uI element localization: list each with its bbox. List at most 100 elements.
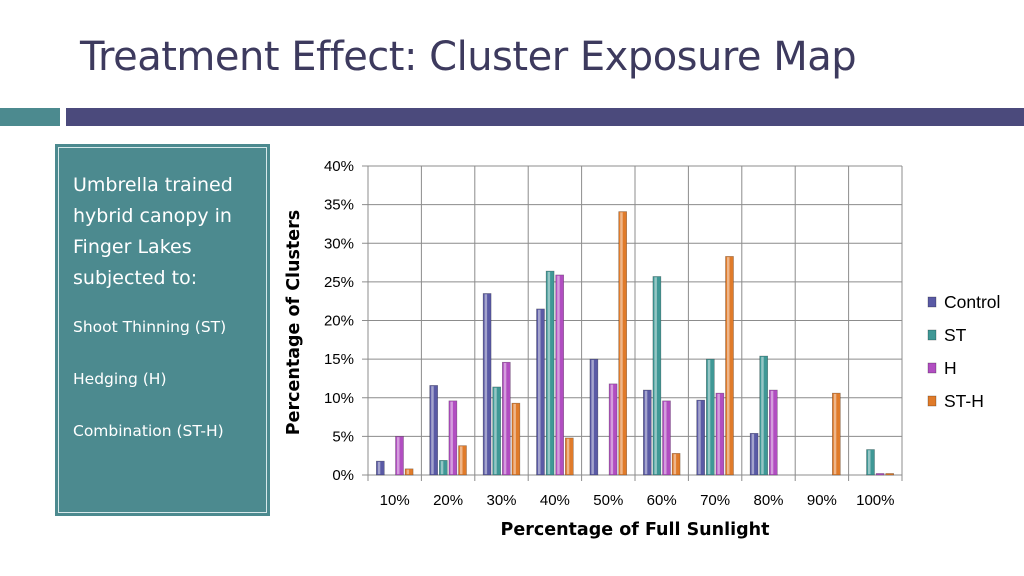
- bar-control-5: [642, 389, 652, 476]
- y-tick-label: 25%: [324, 274, 354, 291]
- bar-st-7: [759, 355, 769, 476]
- legend-swatch-st: [927, 329, 937, 341]
- y-tick-label: 0%: [332, 467, 354, 484]
- bar-highlight: [513, 403, 516, 475]
- bar-highlight: [868, 450, 871, 475]
- y-tick-label: 20%: [324, 313, 354, 330]
- bar-st-h-5: [671, 453, 681, 476]
- bar-st-1: [438, 460, 448, 476]
- bar-highlight: [484, 294, 488, 475]
- bar-st-h-6: [725, 256, 734, 476]
- y-tick-label: 5%: [332, 428, 354, 445]
- bar-st-5: [652, 276, 662, 476]
- treatment-item-hedging: Hedging (H): [73, 370, 167, 388]
- bar-highlight: [377, 461, 381, 475]
- bar-st-h-8: [831, 392, 841, 476]
- description-intro: Umbrella trained hybrid canopy in Finger…: [73, 174, 233, 289]
- bar-highlight: [547, 271, 551, 475]
- bar-h-7: [768, 389, 778, 476]
- bar-control-2: [482, 293, 492, 476]
- header-accent-bar-teal: [0, 108, 60, 126]
- header-accent-bar-purple: [66, 108, 1024, 126]
- slide-title: Treatment Effect: Cluster Exposure Map: [80, 34, 857, 80]
- x-tick-label: 60%: [647, 492, 677, 509]
- bar-control-0: [375, 460, 385, 476]
- legend-label-st-h: ST-H: [944, 391, 984, 411]
- bar-st-h-1: [458, 445, 467, 476]
- bar-control-4: [589, 358, 599, 476]
- y-axis-title: Percentage of Clusters: [284, 210, 304, 435]
- bar-highlight: [450, 401, 453, 475]
- bar-highlight: [698, 400, 701, 475]
- bar-control-6: [696, 399, 706, 476]
- x-axis-title: Percentage of Full Sunlight: [501, 520, 770, 540]
- bar-highlight: [610, 384, 614, 475]
- x-tick-label: 90%: [807, 492, 837, 509]
- y-tick-label: 40%: [324, 158, 354, 175]
- legend-label-control: Control: [944, 292, 1000, 312]
- bar-highlight: [673, 454, 677, 475]
- bar-h-4: [608, 383, 618, 476]
- bar-highlight: [431, 386, 434, 475]
- treatment-item-shoot-thinning: Shoot Thinning (ST): [73, 318, 227, 336]
- bar-highlight: [644, 390, 648, 475]
- x-tick-label: 50%: [593, 492, 623, 509]
- bar-highlight: [406, 469, 410, 475]
- bar-st-6: [705, 358, 715, 476]
- x-tick-label: 80%: [753, 492, 783, 509]
- bar-control-7: [749, 432, 759, 476]
- bar-highlight: [566, 438, 570, 475]
- bar-st-9: [866, 449, 875, 476]
- x-tick-label: 30%: [486, 492, 516, 509]
- bar-highlight: [440, 461, 444, 475]
- bar-st-2: [492, 386, 502, 476]
- x-tick-label: 40%: [540, 492, 570, 509]
- legend-swatch-control: [927, 296, 937, 308]
- legend-swatch-h: [927, 362, 937, 374]
- bar-highlight: [751, 434, 755, 475]
- bar-highlight: [707, 359, 711, 475]
- bar-st-h-9: [885, 473, 895, 476]
- x-tick-label: 70%: [700, 492, 730, 509]
- treatment-item-combination: Combination (ST-H): [73, 422, 224, 440]
- bar-highlight: [620, 212, 623, 475]
- y-tick-label: 10%: [324, 390, 354, 407]
- bar-h-2: [501, 361, 511, 476]
- bar-st-h-0: [404, 468, 414, 476]
- bar-highlight: [761, 356, 764, 475]
- bar-h-3: [555, 274, 565, 476]
- legend-swatch-st-h: [927, 395, 937, 407]
- y-tick-label: 15%: [324, 351, 354, 368]
- bar-h-1: [448, 400, 458, 476]
- bar-highlight: [664, 401, 667, 475]
- bar-h-5: [662, 400, 671, 476]
- bar-st-h-3: [564, 437, 574, 476]
- bar-st-h-4: [618, 211, 628, 476]
- bar-highlight: [503, 363, 507, 475]
- x-tick-label: 10%: [380, 492, 410, 509]
- bar-highlight: [717, 393, 720, 475]
- bar-highlight: [494, 387, 497, 475]
- bar-highlight: [833, 393, 837, 475]
- bar-control-1: [429, 385, 439, 476]
- legend-label-st: ST: [944, 325, 967, 345]
- bar-highlight: [460, 446, 463, 475]
- bar-highlight: [557, 275, 560, 475]
- x-tick-label: 20%: [433, 492, 463, 509]
- y-tick-label: 30%: [324, 235, 354, 252]
- y-tick-label: 35%: [324, 197, 354, 214]
- bar-highlight: [727, 257, 730, 475]
- bar-highlight: [591, 359, 594, 475]
- bar-h-6: [715, 392, 725, 476]
- description-panel: Umbrella trained hybrid canopy in Finger…: [55, 144, 270, 516]
- bar-highlight: [538, 309, 541, 475]
- bar-st-3: [545, 270, 555, 476]
- bar-h-9: [875, 473, 885, 476]
- bar-highlight: [654, 277, 657, 475]
- description-panel-border: [58, 147, 267, 513]
- bar-highlight: [397, 437, 400, 475]
- bar-highlight: [770, 390, 774, 475]
- legend-label-h: H: [944, 358, 957, 378]
- x-tick-label: 100%: [856, 492, 894, 509]
